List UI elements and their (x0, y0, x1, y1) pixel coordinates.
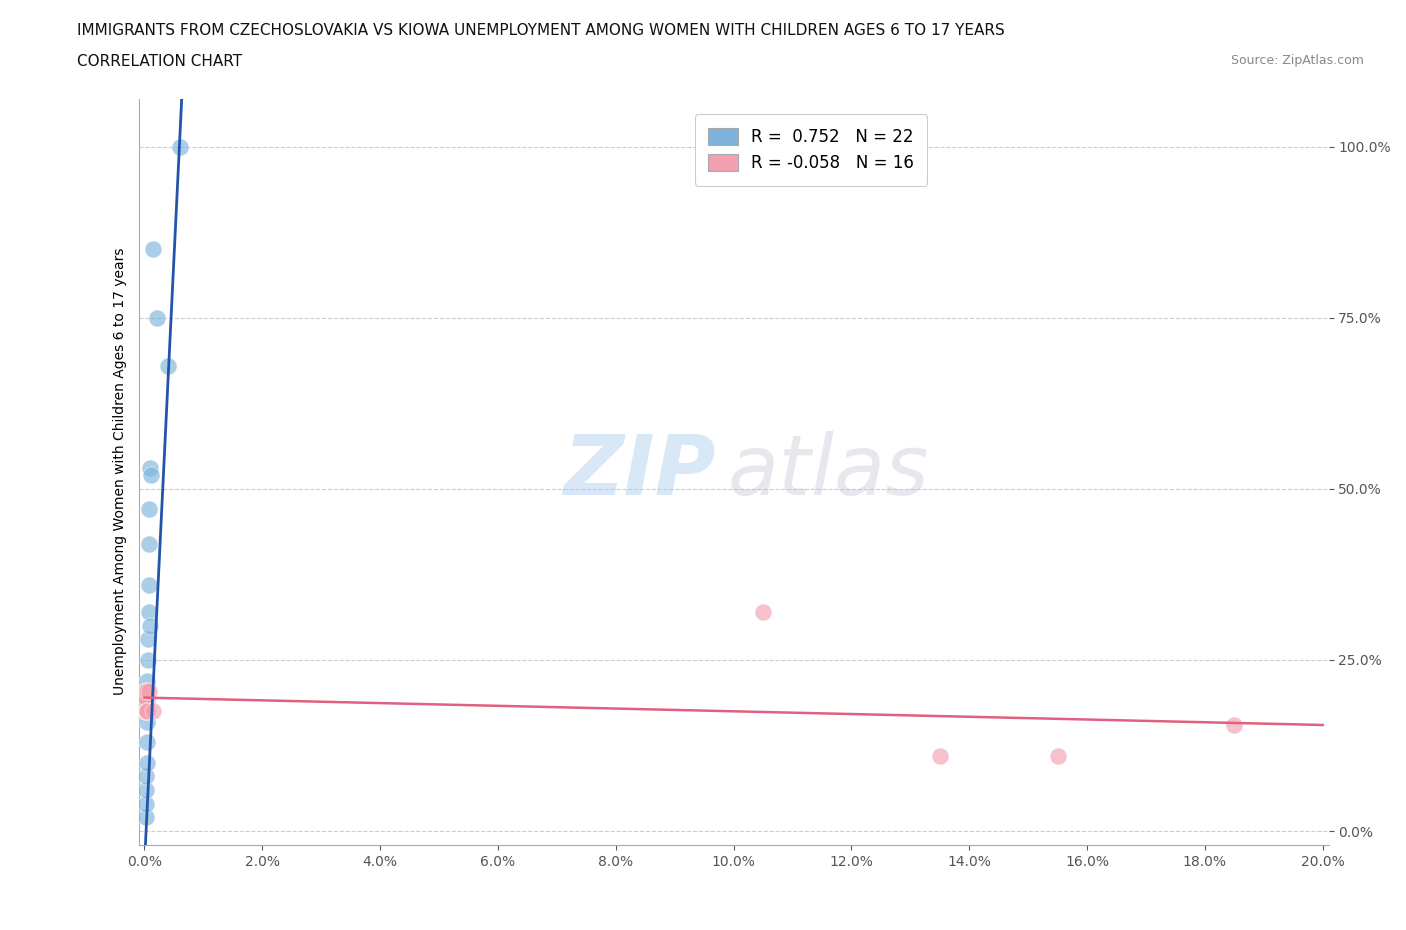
Point (135, 735, 157, 750)
Point (146, 311, 169, 325)
Point (135, 755, 157, 770)
Point (135, 690, 157, 705)
Point (136, 673, 159, 688)
Point (142, 242, 165, 257)
Point (752, 604, 775, 619)
Point (138, 578, 160, 592)
Point (136, 704, 159, 719)
Point (136, 632, 159, 647)
Point (1046, 749, 1069, 764)
Point (138, 684, 160, 698)
Point (135, 704, 157, 719)
Text: atlas: atlas (728, 432, 929, 512)
Point (156, 358, 179, 373)
Point (134, 684, 156, 698)
Point (135, 684, 157, 698)
Point (138, 502, 160, 517)
Text: CORRELATION CHART: CORRELATION CHART (77, 54, 242, 69)
Y-axis label: Unemployment Among Women with Children Ages 6 to 17 years: Unemployment Among Women with Children A… (114, 248, 128, 696)
Point (138, 461, 160, 476)
Point (1223, 718, 1246, 733)
Point (136, 653, 159, 668)
Point (169, 140, 191, 154)
Text: IMMIGRANTS FROM CZECHOSLOVAKIA VS KIOWA UNEMPLOYMENT AMONG WOMEN WITH CHILDREN A: IMMIGRANTS FROM CZECHOSLOVAKIA VS KIOWA … (77, 23, 1005, 38)
Point (135, 782, 157, 797)
Point (141, 468, 163, 483)
Point (138, 537, 160, 551)
Text: Source: ZipAtlas.com: Source: ZipAtlas.com (1230, 54, 1364, 67)
Point (139, 618, 162, 633)
Point (135, 704, 157, 719)
Point (134, 694, 156, 709)
Point (928, 749, 950, 764)
Point (135, 704, 157, 719)
Legend: R =  0.752   N = 22, R = -0.058   N = 16: R = 0.752 N = 22, R = -0.058 N = 16 (695, 114, 928, 186)
Point (135, 769, 157, 784)
Point (134, 704, 156, 719)
Point (135, 714, 157, 729)
Point (135, 796, 157, 811)
Point (138, 604, 160, 619)
Point (135, 684, 157, 698)
Text: ZIP: ZIP (564, 432, 716, 512)
Point (135, 810, 157, 825)
Point (142, 704, 165, 719)
Point (136, 694, 159, 709)
